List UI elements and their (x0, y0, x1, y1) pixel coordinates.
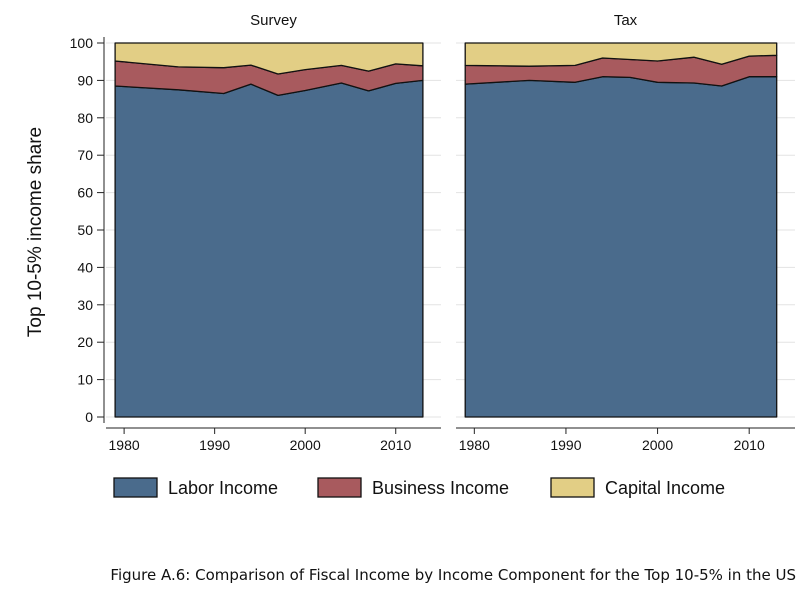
x-tick-label: 1990 (199, 437, 230, 453)
chart: Top 10-5% income share 0 10 20 30 40 50 60 70 80… (25, 12, 795, 498)
x-axis: 1980 1990 2000 2010 (456, 427, 795, 453)
legend-swatch (317, 477, 362, 498)
legend-label: Labor Income (168, 478, 278, 498)
legend-label: Business Income (372, 478, 509, 498)
y-tick-label: 0 (85, 409, 93, 425)
y-axis-label: Top 10-5% income share (25, 127, 46, 337)
legend-item-business-income: Business Income (317, 477, 509, 498)
legend-item-capital-income: Capital Income (550, 477, 725, 498)
y-tick-label: 90 (77, 72, 93, 88)
panel-title: Survey (250, 12, 297, 29)
legend-swatch (113, 477, 158, 498)
x-tick-label: 1980 (109, 437, 140, 453)
panel-title: Tax (614, 12, 638, 29)
y-tick-label: 50 (77, 222, 93, 238)
legend-label: Capital Income (605, 478, 725, 498)
legend: Labor Income Business Income Capital Incom… (113, 477, 725, 498)
area-labor-income (114, 79, 424, 418)
panel-tax: Tax 1980 1990 2000 2010 (456, 12, 795, 453)
y-tick-label: 30 (77, 297, 93, 313)
y-tick-label: 80 (77, 110, 93, 126)
y-tick-label: 40 (77, 259, 93, 275)
x-axis: 1980 1990 2000 2010 (106, 427, 441, 453)
x-tick-label: 2010 (734, 437, 765, 453)
x-tick-label: 2010 (380, 437, 411, 453)
area-labor-income (464, 76, 778, 418)
panel-survey: Survey 1980 1990 2000 2010 (106, 12, 441, 453)
x-tick-label: 2000 (642, 437, 673, 453)
y-tick-label: 100 (70, 35, 94, 51)
y-tick-label: 10 (77, 372, 93, 388)
y-tick-label: 20 (77, 334, 93, 350)
legend-swatch (550, 477, 595, 498)
figure-caption: Figure A.6: Comparison of Fiscal Income … (110, 566, 796, 584)
area-capital-income (464, 42, 778, 67)
x-tick-label: 1980 (459, 437, 490, 453)
x-tick-label: 1990 (550, 437, 581, 453)
y-axis: 0 10 20 30 40 50 60 70 80 90 100 (70, 35, 105, 425)
y-tick-label: 60 (77, 185, 93, 201)
panels: Survey 1980 1990 2000 2010 Tax 1980 1990 2000 201… (106, 12, 795, 453)
area-capital-income (114, 42, 424, 75)
legend-item-labor-income: Labor Income (113, 477, 278, 498)
y-tick-label: 70 (77, 147, 93, 163)
x-tick-label: 2000 (290, 437, 321, 453)
